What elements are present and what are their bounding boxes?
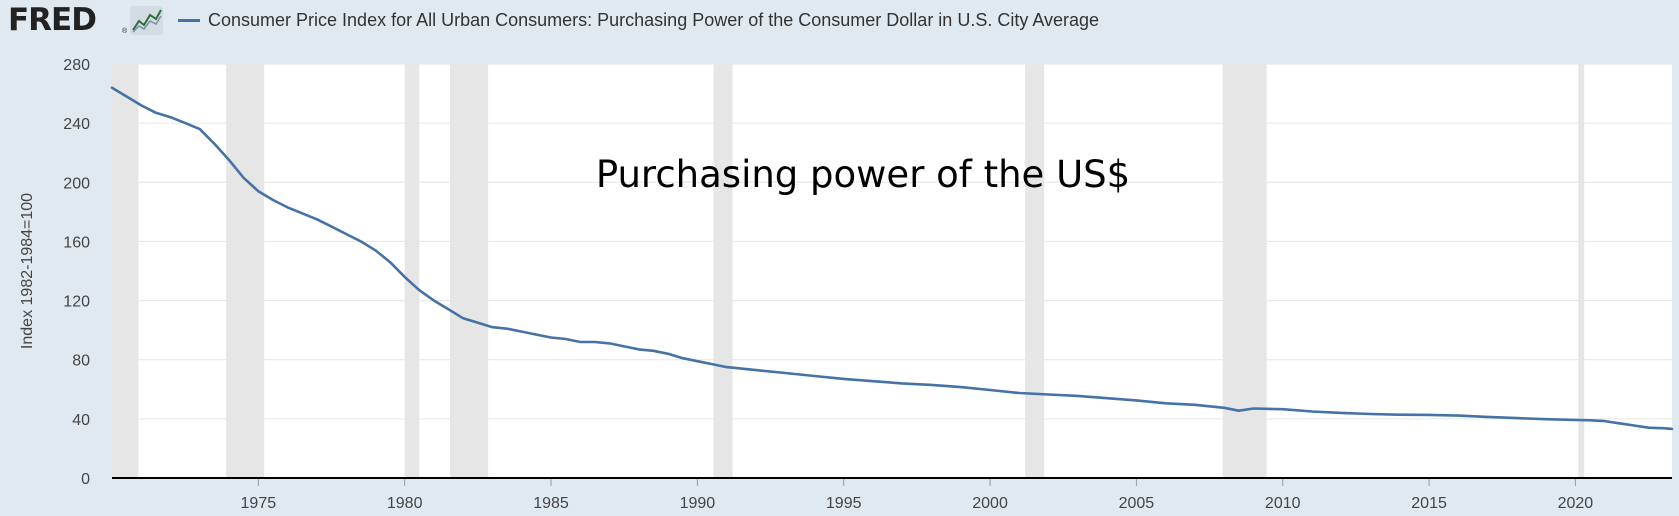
recession-band-7 [1578, 64, 1585, 478]
y-tick-label-0: 0 [81, 471, 90, 488]
fred-logo[interactable]: FRED [8, 2, 97, 38]
y-tick-label-160: 160 [63, 234, 90, 251]
y-tick-label-80: 80 [72, 353, 90, 370]
recession-band-2 [404, 64, 420, 478]
x-tick-label-1985: 1985 [533, 495, 569, 512]
recession-band-4 [713, 64, 733, 478]
plot-area [112, 64, 1672, 478]
recession-band-6 [1222, 64, 1267, 478]
chart-legend[interactable]: Consumer Price Index for All Urban Consu… [178, 8, 1099, 32]
y-tick-label-280: 280 [63, 57, 90, 74]
series-line-0[interactable] [110, 86, 1674, 431]
recession-band-3 [450, 64, 489, 478]
y-axis-ticks: 0 40 80 120 160 200 240 280 [63, 57, 90, 488]
gridlines [112, 63, 1672, 420]
x-tick-label-1995: 1995 [826, 495, 862, 512]
y-tick-label-120: 120 [63, 294, 90, 311]
legend-swatch [178, 18, 200, 22]
y-tick-label-200: 200 [63, 175, 90, 192]
x-tick-label-2020: 2020 [1558, 495, 1594, 512]
recession-band-5 [1025, 64, 1045, 478]
x-tick-label-2005: 2005 [1119, 495, 1155, 512]
x-tick-label-2015: 2015 [1411, 495, 1447, 512]
chart-annotation: Purchasing power of the US$ [596, 153, 1130, 196]
series-lines [110, 86, 1674, 431]
y-tick-label-240: 240 [63, 116, 90, 133]
chart-header: FRED ® Consumer Price Index for All Urba… [0, 0, 1679, 44]
x-tick-label-2000: 2000 [972, 495, 1008, 512]
recession-band-1 [226, 64, 265, 478]
x-tick-label-1990: 1990 [680, 495, 716, 512]
x-axis-ticks: 1975 1980 1985 1990 1995 2000 2005 2010 2015 2020 [241, 478, 1594, 512]
y-axis-label: Index 1982-1984=100 [19, 193, 36, 349]
recession-band-0 [112, 64, 139, 478]
line-chart-icon [130, 6, 163, 35]
x-tick-label-1980: 1980 [387, 495, 423, 512]
x-tick-label-2010: 2010 [1265, 495, 1301, 512]
y-tick-label-40: 40 [72, 412, 90, 429]
x-tick-label-1975: 1975 [241, 495, 277, 512]
legend-label: Consumer Price Index for All Urban Consu… [208, 9, 1100, 30]
fred-logo-registered-mark: ® [122, 28, 128, 35]
